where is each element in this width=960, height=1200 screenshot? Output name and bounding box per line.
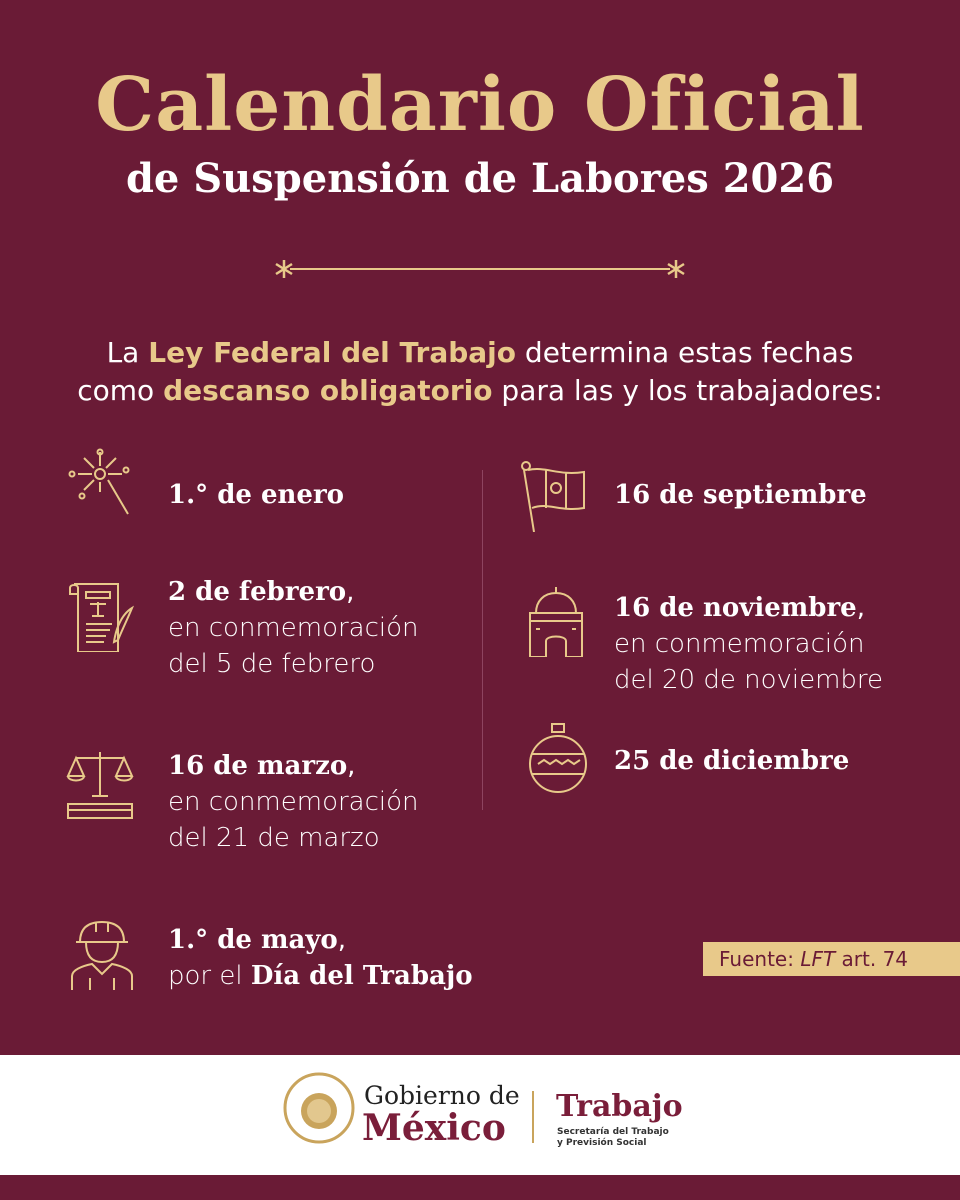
mexican-flag-icon bbox=[521, 461, 585, 532]
holiday-jan-1: 1.° de enero bbox=[168, 480, 344, 510]
justice-scales-icon bbox=[66, 752, 134, 819]
gov-line1: Gobierno de bbox=[364, 1081, 520, 1110]
christmas-ornament-icon bbox=[529, 723, 587, 793]
holiday-dec-25: 25 de diciembre bbox=[614, 746, 850, 776]
constitution-scroll-icon bbox=[69, 583, 135, 652]
page-title: Calendario Oficial bbox=[95, 62, 865, 148]
fireworks-icon bbox=[68, 448, 130, 515]
holiday-nov-16: 16 de noviembre, en conmemoración del 20 … bbox=[614, 593, 884, 695]
page-subtitle: de Suspensión de Labores 2026 bbox=[125, 155, 835, 202]
ornament-divider bbox=[275, 260, 685, 278]
revolution-monument-icon bbox=[529, 587, 583, 657]
holiday-may-1: 1.° de mayo, por el Día del Trabajo bbox=[168, 925, 473, 991]
column-divider bbox=[482, 470, 483, 810]
holiday-sep-16: 16 de septiembre bbox=[614, 480, 867, 510]
dept-subtitle: Secretaría del Trabajo y Previsión Social bbox=[557, 1127, 669, 1148]
bottom-strip bbox=[0, 1175, 960, 1200]
gov-line2: México bbox=[362, 1107, 506, 1149]
holiday-mar-16: 16 de marzo, en conmemoración del 21 de m… bbox=[168, 751, 419, 853]
footer: Gobierno de México Trabajo Secretaría de… bbox=[0, 1055, 960, 1175]
holiday-feb-2: 2 de febrero, en conmemoración del 5 de f… bbox=[168, 577, 419, 679]
logo-divider bbox=[532, 1091, 534, 1143]
dept-name: Trabajo bbox=[556, 1089, 683, 1124]
worker-helmet-icon bbox=[71, 920, 133, 990]
source-badge: Fuente: LFT art. 74 bbox=[703, 942, 960, 976]
intro-text: La Ley Federal del Trabajo determina est… bbox=[77, 336, 883, 407]
national-seal-logo bbox=[283, 1072, 355, 1144]
